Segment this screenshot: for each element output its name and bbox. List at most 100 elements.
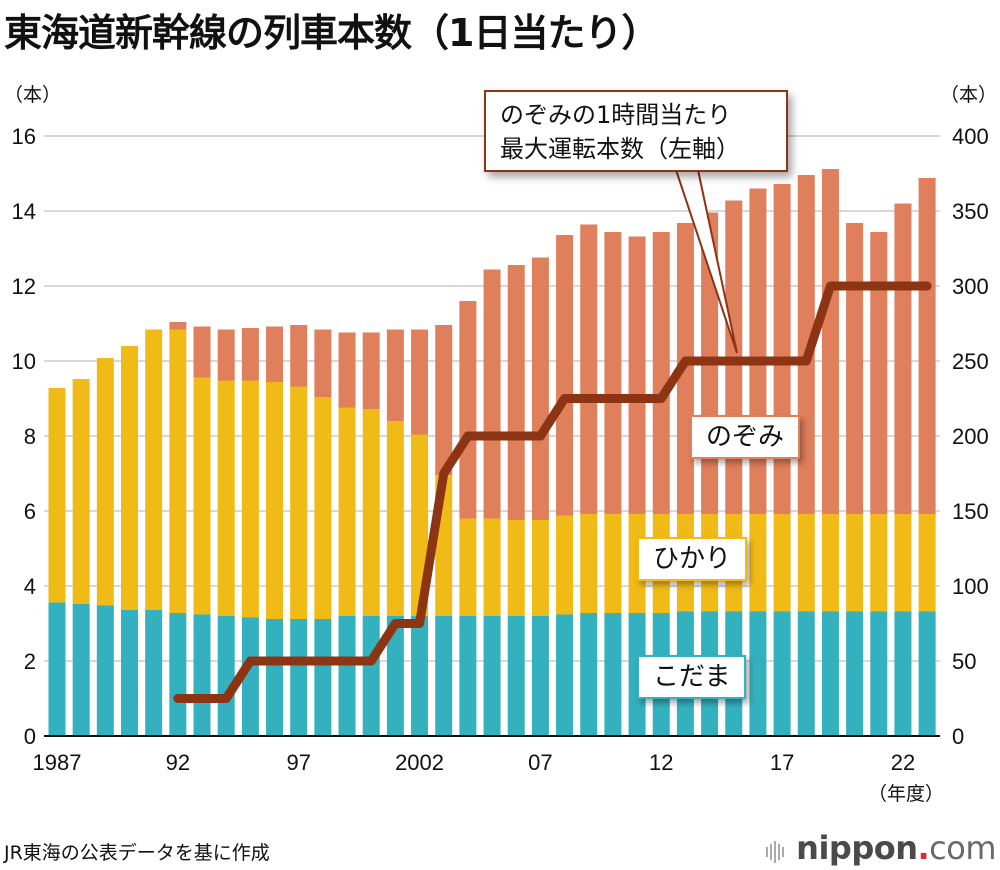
bar-kodama	[556, 614, 574, 736]
bar-hikari	[169, 329, 187, 613]
bar-nozomi	[362, 332, 380, 409]
bar-hikari	[604, 514, 622, 613]
bar-hikari	[96, 358, 114, 606]
left-tick-label: 12	[12, 274, 36, 299]
bar-hikari	[338, 407, 356, 616]
bar-nozomi	[338, 332, 356, 408]
x-tick-label: 97	[286, 750, 310, 775]
bar-hikari	[846, 514, 864, 612]
bar-hikari	[145, 329, 163, 610]
bar-kodama	[121, 610, 139, 736]
bar-kodama	[48, 602, 66, 736]
bar-hikari	[483, 518, 501, 616]
bar-nozomi	[169, 322, 187, 330]
bar-kodama	[894, 611, 912, 736]
logo-sound-bars-icon	[766, 831, 786, 869]
right-tick-label: 50	[952, 649, 976, 674]
bar-hikari	[556, 515, 574, 615]
logo-text-suffix: com	[929, 829, 996, 867]
x-axis-label: （年度）	[868, 783, 944, 805]
right-tick-label: 350	[952, 199, 989, 224]
bar-hikari	[121, 346, 139, 610]
bar-kodama	[580, 613, 598, 736]
logo-text-main: nippon	[796, 829, 918, 867]
bar-nozomi	[531, 257, 549, 520]
bar-nozomi	[193, 326, 211, 378]
left-tick-label: 4	[24, 574, 36, 599]
bar-hikari	[266, 382, 284, 619]
callout-line-2: 最大運転本数（左軸）	[500, 135, 740, 163]
bar-nozomi	[797, 175, 815, 514]
bar-kodama	[870, 611, 888, 736]
bar-nozomi	[290, 325, 308, 387]
bar-kodama	[72, 604, 90, 736]
bar-kodama	[531, 616, 549, 736]
bar-hikari	[531, 520, 549, 616]
bar-kodama	[411, 616, 429, 736]
bars	[48, 169, 936, 736]
bar-kodama	[846, 611, 864, 736]
hikari-label: ひかり	[637, 537, 748, 581]
bar-kodama	[773, 611, 791, 736]
left-tick-label: 2	[24, 649, 36, 674]
chart-title: 東海道新幹線の列車本数（1日当たり）	[4, 11, 659, 55]
right-tick-label: 150	[952, 499, 989, 524]
bar-nozomi	[870, 232, 888, 514]
x-tick-label: 17	[770, 750, 794, 775]
nippon-com-logo: nippon.com	[766, 829, 996, 869]
bar-nozomi	[604, 232, 622, 514]
bar-hikari	[507, 520, 525, 616]
x-tick-label: 1987	[33, 750, 82, 775]
left-tick-label: 8	[24, 424, 36, 449]
bar-kodama	[483, 616, 501, 736]
bar-kodama	[314, 619, 332, 736]
bar-nozomi	[241, 328, 259, 381]
bar-hikari	[362, 409, 380, 616]
logo-dot: .	[917, 829, 930, 867]
right-tick-label: 0	[952, 724, 964, 749]
bar-kodama	[266, 619, 284, 736]
bar-nozomi	[556, 235, 574, 516]
right-tick-label: 300	[952, 274, 989, 299]
bar-kodama	[435, 616, 453, 736]
bar-hikari	[894, 514, 912, 612]
bar-hikari	[314, 397, 332, 619]
x-tick-label: 22	[891, 750, 915, 775]
right-axis-unit: （本）	[940, 84, 997, 106]
bar-hikari	[48, 388, 66, 603]
x-tick-label: 92	[166, 750, 190, 775]
bar-kodama	[821, 611, 839, 736]
bar-hikari	[386, 421, 404, 616]
bar-nozomi	[507, 265, 525, 520]
bar-hikari	[749, 514, 767, 612]
line-annotation-callout: のぞみの1時間当たり 最大運転本数（左軸）	[484, 90, 788, 172]
bar-nozomi	[652, 232, 670, 514]
right-tick-label: 400	[952, 124, 989, 149]
bar-nozomi	[773, 184, 791, 514]
kodama-label: こだま	[637, 655, 747, 699]
line-series	[173, 281, 932, 703]
bar-kodama	[290, 619, 308, 736]
left-tick-label: 6	[24, 499, 36, 524]
line-nozomi-max-per-hour	[173, 281, 932, 703]
bar-hikari	[870, 514, 888, 612]
right-tick-label: 100	[952, 574, 989, 599]
bar-kodama	[386, 616, 404, 736]
bar-hikari	[918, 514, 936, 612]
bar-nozomi	[459, 301, 477, 519]
bar-nozomi	[483, 269, 501, 519]
bar-kodama	[797, 611, 815, 736]
bar-hikari	[72, 379, 90, 604]
bar-kodama	[145, 610, 163, 736]
x-tick-label: 2002	[395, 750, 444, 775]
bar-hikari	[773, 514, 791, 612]
bar-nozomi	[749, 188, 767, 514]
bar-hikari	[217, 380, 235, 616]
bar-nozomi	[918, 178, 936, 514]
source-note: JR東海の公表データを基に作成	[4, 842, 270, 864]
left-tick-label: 0	[24, 724, 36, 749]
bar-hikari	[821, 514, 839, 612]
bar-nozomi	[821, 169, 839, 514]
callout-line-1: のぞみの1時間当たり	[500, 101, 732, 129]
right-tick-label: 200	[952, 424, 989, 449]
